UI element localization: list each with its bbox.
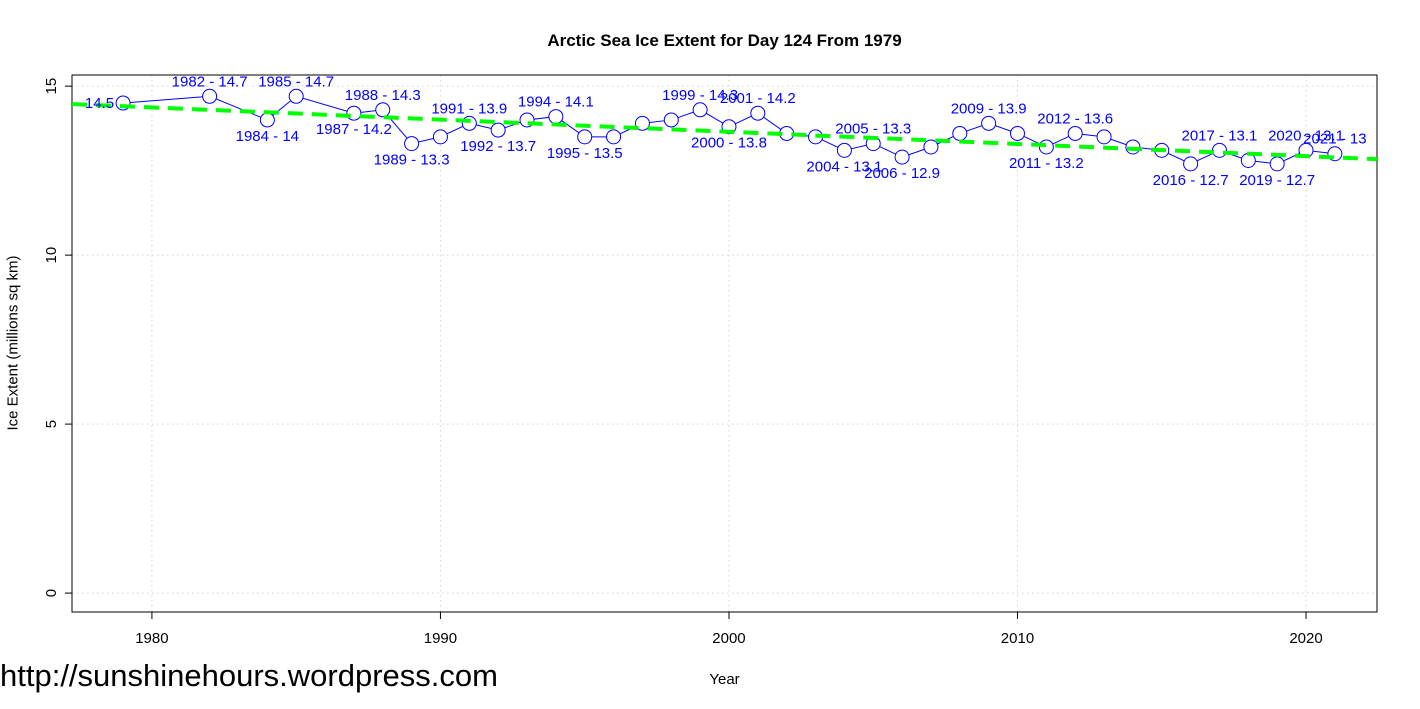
trend-line (71, 102, 1378, 162)
point-label: 2011 - 13.2 (1009, 155, 1084, 172)
x-tick-label: 1980 (135, 630, 168, 647)
data-point-marker (836, 142, 852, 158)
data-point-marker (404, 136, 420, 152)
data-point-marker (1211, 142, 1227, 158)
data-point-marker (692, 102, 708, 118)
point-label: 2005 - 13.3 (835, 121, 911, 138)
point-label: 14.5 (85, 95, 114, 112)
point-label: 2004 - 13.1 (806, 158, 882, 175)
data-point-marker (750, 105, 766, 121)
point-label: 1994 - 14.1 (518, 94, 594, 111)
data-point-marker (548, 109, 564, 125)
data-point-marker (981, 115, 997, 131)
x-tick-label: 2010 (1001, 630, 1034, 647)
x-tick-label: 1990 (424, 630, 457, 647)
data-point-marker (923, 139, 939, 155)
data-point-marker (894, 149, 910, 165)
y-tick-label: 10 (43, 247, 60, 264)
point-label: 2006 - 12.9 (864, 165, 940, 182)
y-tick-label: 15 (43, 78, 60, 95)
data-point-marker (202, 88, 218, 104)
data-point-marker (490, 122, 506, 138)
point-label: 2000 - 13.8 (691, 135, 767, 152)
point-label: 2009 - 13.9 (951, 100, 1027, 117)
point-label: 2019 - 12.7 (1239, 172, 1315, 189)
point-label: 1982 - 14.7 (172, 73, 248, 90)
y-tick-label: 0 (43, 589, 60, 597)
data-point-marker (1096, 129, 1112, 145)
x-tick-label: 2000 (712, 630, 745, 647)
point-label: 2012 - 13.6 (1037, 110, 1113, 127)
data-point-marker (577, 129, 593, 145)
data-point-marker (461, 115, 477, 131)
point-label: 2021 - 13 (1303, 131, 1366, 148)
point-label: 1985 - 14.7 (258, 73, 334, 90)
data-point-marker (663, 112, 679, 128)
data-point-marker (1067, 125, 1083, 141)
watermark-url: http://sunshinehours.wordpress.com (0, 658, 498, 693)
data-point-marker (288, 88, 304, 104)
data-point-marker (1269, 156, 1285, 172)
point-label: 1991 - 13.9 (431, 100, 507, 117)
data-point-marker (1183, 156, 1199, 172)
point-label: 1989 - 13.3 (374, 152, 450, 169)
point-label: 1992 - 13.7 (460, 138, 536, 155)
point-label: 1999 - 14.3 (662, 87, 738, 104)
point-label: 1987 - 14.2 (316, 121, 392, 138)
data-point-marker (634, 115, 650, 131)
point-label: 2017 - 13.1 (1182, 127, 1258, 144)
plot-border (71, 74, 1378, 613)
x-axis-title: Year (709, 671, 740, 688)
chart-title: Arctic Sea Ice Extent for Day 124 From 1… (547, 31, 902, 50)
data-point-marker (606, 129, 622, 145)
y-axis-title: Ice Extent (millions sq km) (4, 255, 22, 431)
data-point-marker (432, 129, 448, 145)
point-label: 2016 - 12.7 (1153, 172, 1229, 189)
data-point-marker (259, 112, 275, 128)
point-label: 1984 - 14 (236, 128, 299, 145)
data-point-marker (375, 102, 391, 118)
x-tick-label: 2020 (1289, 630, 1322, 647)
point-label: 2020 - 13.1 (1268, 127, 1344, 144)
y-tick-label: 5 (43, 420, 60, 428)
point-label: 2001 - 14.2 (720, 90, 796, 107)
point-label: 1988 - 14.3 (345, 87, 421, 104)
point-label: 1995 - 13.5 (547, 145, 623, 162)
data-point-marker (1009, 125, 1025, 141)
data-point-marker (952, 125, 968, 141)
data-point-marker (346, 105, 362, 121)
